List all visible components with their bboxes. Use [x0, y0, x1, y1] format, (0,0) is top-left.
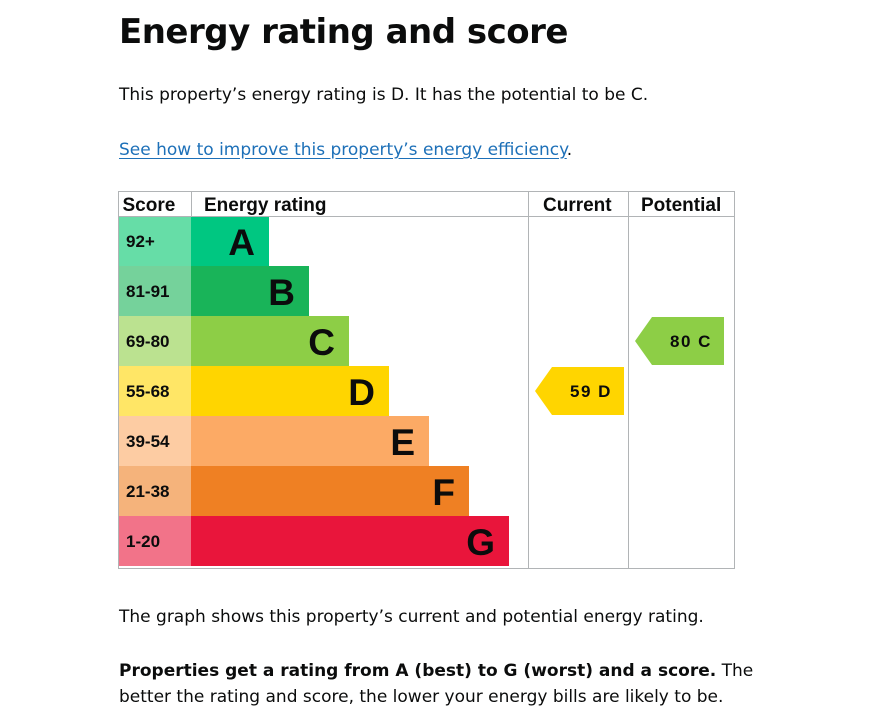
- rating-explainer: Properties get a rating from A (best) to…: [119, 658, 769, 710]
- rating-letter: F: [432, 472, 455, 513]
- chart-border: [118, 191, 735, 569]
- score-label: 1-20: [126, 532, 160, 551]
- header-energy-rating: Energy rating: [204, 195, 326, 216]
- header-potential: Potential: [641, 195, 721, 216]
- score-cell-e: [118, 416, 192, 466]
- rating-summary: This property’s energy rating is D. It h…: [119, 85, 649, 105]
- potential-rating-marker-label: 80 C: [670, 332, 712, 351]
- rating-bar-f: [191, 466, 469, 516]
- rating-bar-b: [191, 266, 309, 316]
- rating-letter: E: [390, 422, 415, 463]
- rating-bar-a: [191, 216, 269, 266]
- improve-link-line: See how to improve this property’s energ…: [119, 138, 572, 162]
- page-title: Energy rating and score: [119, 12, 569, 52]
- rating-bar-d: [191, 366, 389, 416]
- rating-letter: G: [466, 522, 495, 563]
- header-score: Score: [123, 195, 176, 216]
- score-cell-b: [118, 266, 192, 316]
- score-cell-a: [118, 216, 192, 266]
- rating-letter: B: [268, 272, 295, 313]
- rating-bar-e: [191, 416, 429, 466]
- link-suffix: .: [566, 140, 573, 160]
- score-cell-g: [118, 516, 192, 566]
- score-cell-f: [118, 466, 192, 516]
- header-current: Current: [543, 195, 612, 216]
- score-cell-d: [118, 366, 192, 416]
- score-label: 55-68: [126, 382, 169, 401]
- score-label: 92+: [126, 232, 155, 251]
- improve-efficiency-link[interactable]: See how to improve this property’s energ…: [119, 140, 567, 160]
- rating-bar-c: [191, 316, 349, 366]
- current-rating-marker: [535, 367, 624, 415]
- rating-explainer-rest: The better the rating and score, the low…: [119, 661, 754, 707]
- score-label: 81-91: [126, 282, 169, 301]
- rating-letter: D: [348, 372, 375, 413]
- rating-bar-g: [191, 516, 509, 566]
- current-rating-marker-label: 59 D: [570, 382, 612, 401]
- score-label: 39-54: [126, 432, 170, 451]
- rating-letter: A: [228, 222, 255, 263]
- graph-caption: The graph shows this property’s current …: [119, 607, 704, 627]
- rating-letter: C: [308, 322, 335, 363]
- score-label: 21-38: [126, 482, 169, 501]
- energy-rating-chart: Score Energy rating Current Potential 92+ A 81…: [118, 191, 735, 569]
- score-cell-c: [118, 316, 192, 366]
- rating-explainer-bold: Properties get a rating from A (best) to…: [119, 661, 717, 681]
- potential-rating-marker: [635, 317, 724, 365]
- score-label: 69-80: [126, 332, 169, 351]
